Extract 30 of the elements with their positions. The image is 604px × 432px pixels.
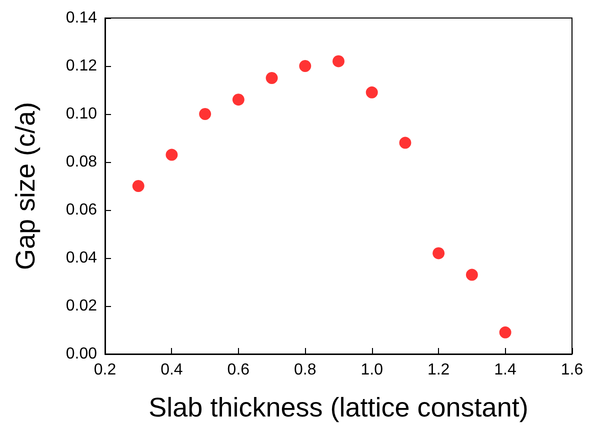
y-tick-label: 0.10	[66, 106, 98, 122]
point	[132, 180, 144, 192]
y-axis-title: Gap size (c/a)	[10, 102, 40, 270]
point	[332, 55, 344, 68]
y-tick-label: 0.12	[66, 58, 98, 74]
x-tick-label: 1.6	[560, 362, 584, 378]
point	[199, 108, 212, 120]
point	[399, 136, 412, 149]
point	[366, 86, 378, 98]
point	[166, 148, 178, 161]
y-tick-label: 0.02	[66, 298, 98, 314]
point	[466, 268, 478, 281]
point	[266, 72, 278, 84]
point	[432, 247, 445, 260]
x-tick-label: 1.2	[427, 362, 450, 378]
y-tick-label: 0.08	[66, 154, 98, 170]
x-axis-title: Slab thickness (lattice constant)	[148, 392, 528, 422]
y-tick-label: 0.00	[66, 346, 98, 362]
x-tick-label: 1.4	[494, 362, 517, 378]
x-tick-label: 0.2	[94, 362, 116, 378]
x-tick-label: 0.6	[227, 362, 250, 378]
y-tick-label: 0.14	[66, 10, 98, 26]
x-tick-label: 0.8	[294, 362, 316, 378]
y-tick-label: 0.04	[66, 250, 98, 266]
point	[499, 326, 512, 338]
y-tick-label: 0.06	[66, 202, 98, 218]
x-tick-label: 0.4	[160, 362, 183, 378]
point	[232, 94, 244, 106]
point	[299, 60, 312, 72]
x-tick-label: 1.0	[360, 362, 384, 378]
